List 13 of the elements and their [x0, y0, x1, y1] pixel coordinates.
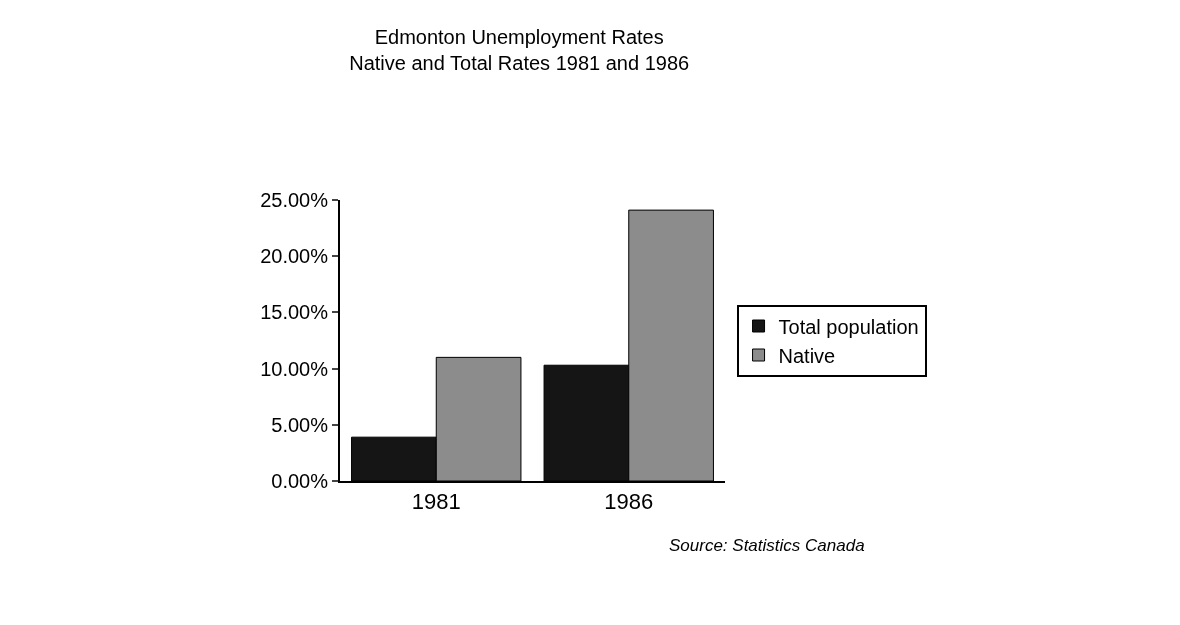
y-tick-label: 0.00%	[271, 470, 329, 492]
y-tick-label: 10.00%	[260, 357, 329, 380]
legend-label: Total population	[778, 315, 919, 338]
source-note: Source: Statistics Canada	[669, 536, 865, 555]
y-tick-label: 25.00%	[260, 189, 329, 211]
chart-subtitle: Native and Total Rates 1981 and 1986	[349, 51, 690, 74]
legend-label: Native	[778, 344, 836, 367]
y-tick-label: 5.00%	[271, 413, 329, 436]
x-tick-label: 1981	[411, 489, 461, 515]
x-tick-label: 1986	[604, 489, 654, 515]
chart-title: Edmonton Unemployment Rates	[374, 25, 664, 48]
y-tick-label: 15.00%	[260, 301, 329, 324]
y-tick-label: 20.00%	[260, 245, 329, 268]
